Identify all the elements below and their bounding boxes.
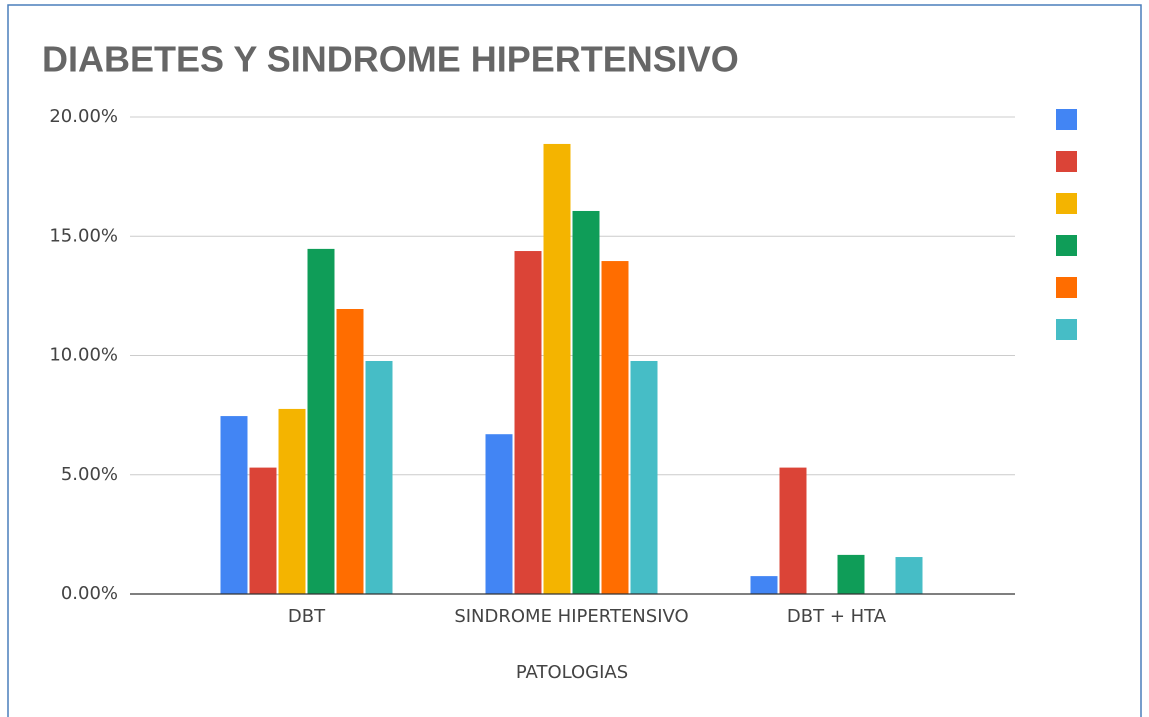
y-tick-label: 10.00% xyxy=(49,345,118,366)
bar xyxy=(601,261,629,594)
x-tick-label: DBT xyxy=(288,606,326,627)
bar xyxy=(750,576,778,594)
x-axis-title: PATOLOGIAS xyxy=(516,662,628,683)
bar xyxy=(336,308,364,594)
legend-swatch xyxy=(1056,235,1077,256)
bar xyxy=(572,210,600,594)
bar xyxy=(278,408,306,594)
bar xyxy=(220,416,248,594)
legend-swatch xyxy=(1056,151,1077,172)
bar xyxy=(307,248,335,594)
bar xyxy=(365,360,393,594)
bar xyxy=(630,360,658,594)
legend-swatch xyxy=(1056,319,1077,340)
bar xyxy=(249,467,277,594)
x-tick-label: SINDROME HIPERTENSIVO xyxy=(454,606,688,627)
legend-swatch xyxy=(1056,277,1077,298)
y-tick-label: 0.00% xyxy=(61,583,118,604)
chart-title: DIABETES Y SINDROME HIPERTENSIVO xyxy=(42,39,739,80)
y-tick-label: 5.00% xyxy=(61,464,118,485)
bar xyxy=(779,467,807,594)
legend-swatch xyxy=(1056,109,1077,130)
legend-swatch xyxy=(1056,193,1077,214)
bar xyxy=(895,557,923,594)
bar xyxy=(837,554,865,594)
frame xyxy=(7,4,1142,717)
x-tick-label: DBT + HTA xyxy=(787,606,887,627)
y-tick-label: 15.00% xyxy=(49,225,118,246)
y-tick-label: 20.00% xyxy=(49,106,118,127)
bar xyxy=(514,251,542,595)
bar xyxy=(485,434,513,594)
bar xyxy=(543,143,571,594)
